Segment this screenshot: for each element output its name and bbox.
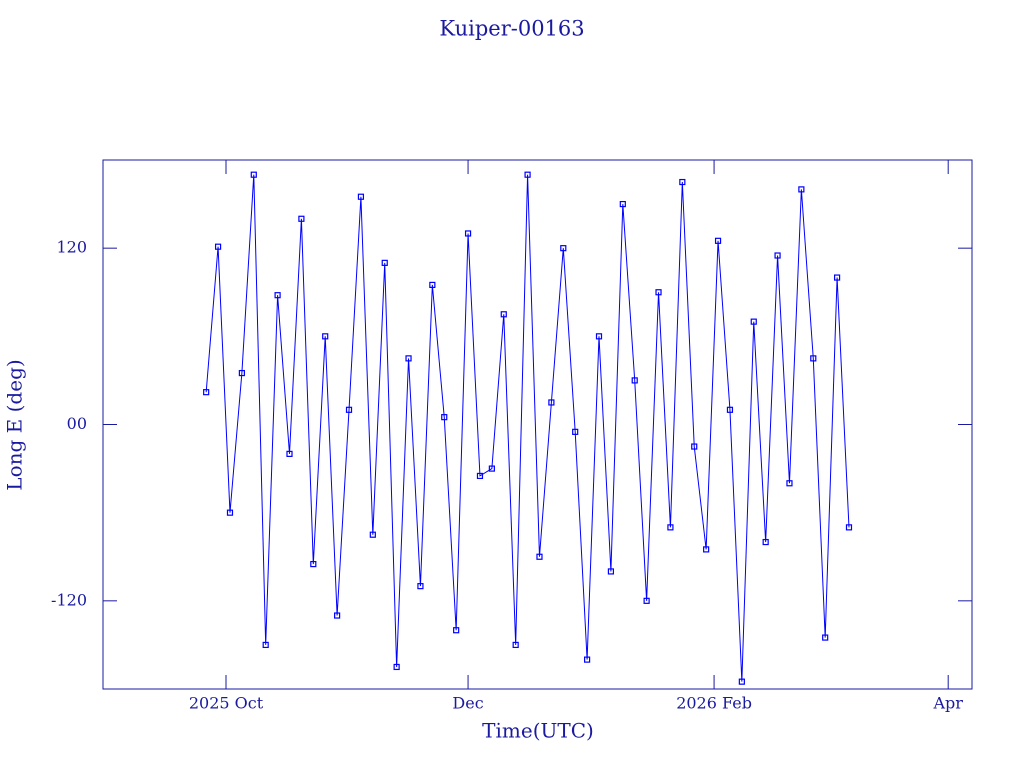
plot-frame <box>102 159 973 690</box>
data-point <box>774 252 781 259</box>
data-point <box>488 465 495 472</box>
data-point <box>453 627 460 634</box>
data-point <box>512 641 519 649</box>
data-point <box>595 333 603 340</box>
data-point <box>262 641 269 649</box>
data-point <box>476 472 484 480</box>
data-point <box>405 355 412 362</box>
data-point <box>691 443 698 450</box>
data-point <box>584 656 591 663</box>
data-point <box>750 318 757 325</box>
data-point <box>381 259 388 266</box>
data-point <box>429 281 436 289</box>
data-point <box>762 538 769 546</box>
data-point <box>810 355 817 362</box>
data-point <box>441 414 448 421</box>
x-tick-label: Dec <box>452 694 483 713</box>
data-point <box>631 377 638 384</box>
data-point <box>286 450 293 457</box>
x-tick-label: Apr <box>932 694 963 713</box>
data-point <box>357 193 365 200</box>
data-point <box>714 237 722 244</box>
data-point <box>572 428 579 435</box>
y-axis-label: Long E (deg) <box>3 359 27 490</box>
data-point <box>833 274 841 281</box>
data-point <box>274 292 281 299</box>
data-point <box>655 289 662 296</box>
data-point <box>822 634 829 641</box>
x-axis-label: Time(UTC) <box>482 719 594 743</box>
data-point <box>548 399 555 406</box>
data-point <box>322 333 329 340</box>
data-point <box>345 406 353 413</box>
data-point <box>310 560 317 568</box>
data-point <box>417 583 424 590</box>
data-point <box>500 311 507 318</box>
x-tick-label: 2026 Feb <box>676 694 752 713</box>
data-point <box>643 597 650 604</box>
data-point <box>786 480 793 487</box>
data-point <box>536 553 543 560</box>
y-tick-label: -120 <box>51 590 87 609</box>
data-point <box>738 678 745 685</box>
data-point <box>726 406 734 413</box>
data-point <box>607 568 615 575</box>
data-point <box>524 171 531 178</box>
data-point <box>226 509 234 516</box>
data-point <box>703 546 710 553</box>
chart-title: Kuiper-00163 <box>439 17 584 41</box>
data-point <box>845 524 853 531</box>
data-point <box>464 230 472 237</box>
data-line <box>205 174 850 682</box>
data-point <box>203 389 210 396</box>
data-point <box>798 186 805 193</box>
data-point <box>250 171 257 178</box>
data-point <box>679 178 686 186</box>
data-point <box>667 524 674 531</box>
x-tick-label: 2025 Oct <box>189 694 264 713</box>
data-point <box>369 531 376 538</box>
data-point <box>238 369 245 377</box>
data-point <box>393 663 400 671</box>
y-tick-label: 120 <box>56 238 87 257</box>
data-point <box>619 200 626 208</box>
y-tick-label: 00 <box>67 414 87 433</box>
data-point <box>214 243 222 250</box>
data-point <box>298 215 305 222</box>
data-point <box>560 245 567 252</box>
data-point <box>334 612 341 619</box>
